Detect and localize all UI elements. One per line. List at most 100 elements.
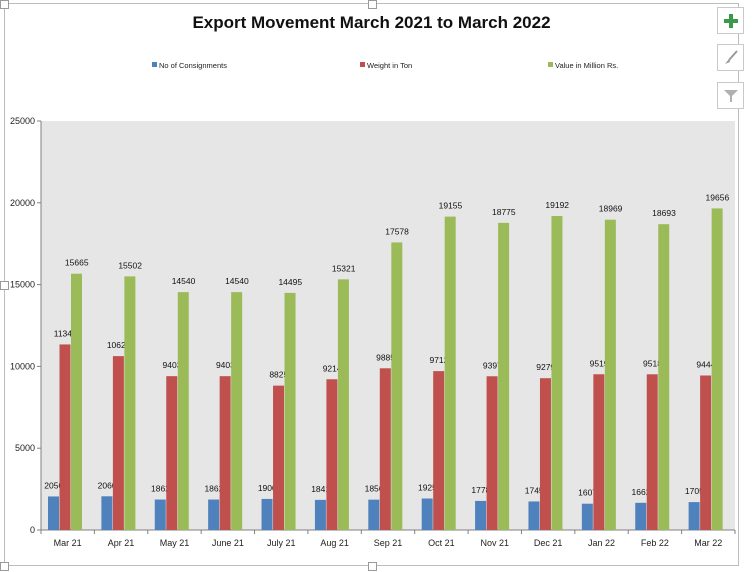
bar[interactable] bbox=[379, 368, 391, 530]
bar[interactable] bbox=[421, 498, 433, 530]
y-tick-label: 15000 bbox=[10, 280, 35, 290]
bar[interactable] bbox=[314, 499, 326, 530]
x-tick-label: June 21 bbox=[212, 538, 244, 548]
bar[interactable] bbox=[219, 376, 231, 530]
x-tick-label: Jan 22 bbox=[588, 538, 615, 548]
data-label: 14540 bbox=[225, 276, 249, 286]
x-tick-label: Mar 22 bbox=[694, 538, 722, 548]
x-tick-label: May 21 bbox=[160, 538, 190, 548]
x-tick-label: Apr 21 bbox=[108, 538, 135, 548]
bar[interactable] bbox=[646, 374, 658, 530]
bar[interactable] bbox=[711, 208, 723, 530]
y-tick-label: 0 bbox=[30, 525, 35, 535]
y-tick-label: 5000 bbox=[15, 443, 35, 453]
bar[interactable] bbox=[475, 500, 487, 530]
data-label: 18775 bbox=[492, 207, 516, 217]
bar[interactable] bbox=[71, 273, 82, 530]
legend-swatch bbox=[152, 62, 157, 67]
x-tick-label: Oct 21 bbox=[428, 538, 455, 548]
legend-swatch bbox=[360, 62, 365, 67]
bar[interactable] bbox=[166, 376, 178, 530]
filter-icon bbox=[723, 89, 738, 102]
data-label: 9885 bbox=[376, 352, 395, 362]
bar[interactable] bbox=[231, 292, 243, 530]
resize-handle-bottom[interactable] bbox=[368, 562, 377, 571]
data-label: 19192 bbox=[545, 200, 569, 210]
x-tick-label: Nov 21 bbox=[481, 538, 510, 548]
bar[interactable] bbox=[326, 379, 338, 530]
data-label: 17578 bbox=[385, 226, 409, 236]
data-label: 9403 bbox=[216, 360, 235, 370]
data-label: 15321 bbox=[332, 263, 356, 273]
bar[interactable] bbox=[688, 502, 700, 530]
data-label: 18969 bbox=[599, 204, 623, 214]
data-label: 15665 bbox=[65, 258, 89, 268]
bar[interactable] bbox=[444, 216, 456, 530]
legend-label: No of Consignments bbox=[159, 61, 227, 70]
chart-styles-button[interactable] bbox=[717, 44, 744, 71]
data-label: 9279 bbox=[536, 362, 555, 372]
resize-handle-top-left[interactable] bbox=[0, 0, 9, 9]
resize-handle-bottom-left[interactable] bbox=[0, 562, 9, 571]
bar[interactable] bbox=[261, 498, 273, 530]
legend-label: Value in Million Rs. bbox=[555, 61, 619, 70]
bar[interactable] bbox=[486, 376, 498, 530]
bar[interactable] bbox=[498, 222, 510, 530]
bar[interactable] bbox=[208, 499, 220, 530]
bar[interactable] bbox=[368, 499, 380, 530]
bar[interactable] bbox=[177, 292, 189, 530]
bar[interactable] bbox=[391, 242, 403, 530]
bar[interactable] bbox=[658, 224, 670, 530]
bar[interactable] bbox=[551, 216, 563, 531]
bar[interactable] bbox=[48, 496, 59, 530]
bar[interactable] bbox=[112, 356, 124, 530]
legend-item-consignments[interactable]: No of Consignments bbox=[152, 61, 227, 73]
bar[interactable] bbox=[528, 501, 540, 530]
bar[interactable] bbox=[59, 344, 71, 530]
data-label: 1862 bbox=[204, 484, 223, 494]
chart-title[interactable]: Export Movement March 2021 to March 2022 bbox=[192, 13, 551, 32]
data-label: 9403 bbox=[163, 360, 182, 370]
y-tick-label: 20000 bbox=[10, 198, 35, 208]
x-tick-label: Aug 21 bbox=[320, 538, 349, 548]
data-label: 14540 bbox=[172, 276, 196, 286]
bar[interactable] bbox=[604, 219, 616, 530]
bar[interactable] bbox=[593, 374, 605, 530]
bar[interactable] bbox=[700, 375, 712, 530]
resize-handle-top[interactable] bbox=[368, 0, 377, 9]
bar[interactable] bbox=[433, 371, 445, 530]
bar[interactable] bbox=[154, 499, 166, 530]
data-label: 1705 bbox=[685, 486, 704, 496]
data-label: 1841 bbox=[311, 484, 330, 494]
legend-item-value[interactable]: Value in Million Rs. bbox=[548, 61, 618, 73]
data-label: 8825 bbox=[269, 370, 288, 380]
add-chart-element-button[interactable] bbox=[717, 7, 744, 34]
bar[interactable] bbox=[539, 378, 551, 530]
bar[interactable] bbox=[124, 276, 136, 530]
resize-handle-left[interactable] bbox=[0, 281, 9, 290]
data-label: 1862 bbox=[151, 484, 170, 494]
chart-filters-button[interactable] bbox=[717, 82, 744, 109]
y-tick-label: 25000 bbox=[10, 116, 35, 126]
bar[interactable] bbox=[337, 279, 349, 530]
data-label: 9214 bbox=[323, 363, 342, 373]
data-label: 1778 bbox=[471, 485, 490, 495]
data-label: 1745 bbox=[525, 485, 544, 495]
data-label: 11342 bbox=[54, 328, 77, 338]
bar[interactable] bbox=[581, 503, 593, 530]
data-label: 19656 bbox=[706, 192, 730, 202]
bar[interactable] bbox=[284, 292, 296, 530]
data-label: 18693 bbox=[652, 208, 676, 218]
data-label: 19155 bbox=[439, 201, 463, 211]
bar[interactable] bbox=[101, 496, 113, 530]
bar[interactable] bbox=[635, 502, 647, 530]
data-label: 15502 bbox=[118, 260, 142, 270]
bar[interactable] bbox=[273, 385, 285, 530]
plus-icon bbox=[723, 13, 738, 28]
x-tick-label: Feb 22 bbox=[641, 538, 669, 548]
brush-icon bbox=[724, 49, 738, 64]
legend-item-weight[interactable]: Weight in Ton bbox=[360, 61, 412, 73]
x-tick-label: Dec 21 bbox=[534, 538, 563, 548]
x-tick-label: Sep 21 bbox=[374, 538, 403, 548]
